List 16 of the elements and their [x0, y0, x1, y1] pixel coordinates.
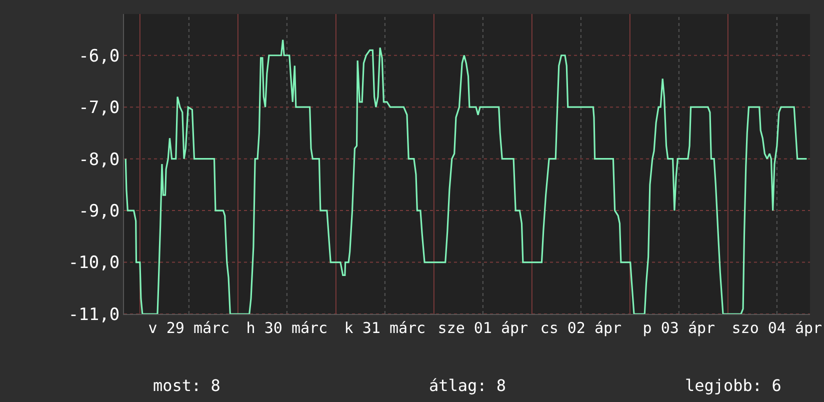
x-tick-label: p 03 ápr — [642, 319, 716, 337]
text: átlag: 8 — [429, 376, 506, 395]
x-tick-label: v 29 márc — [148, 319, 230, 337]
text: legjobb: 6 — [685, 376, 782, 395]
text: most: 8 — [153, 376, 220, 395]
y-tick-label: -8,0 — [78, 150, 120, 170]
y-tick-label: -7,0 — [78, 98, 120, 118]
x-tick-label: sze 01 ápr — [438, 319, 528, 337]
x-tick-label: k 31 márc — [344, 319, 426, 337]
y-tick-label: -10,0 — [68, 253, 120, 274]
x-tick-label: h 30 márc — [246, 319, 328, 337]
x-tick-label: cs 02 ápr — [540, 319, 622, 337]
y-tick-label: -11,0 — [68, 304, 120, 325]
x-tick-label: szo 04 ápr — [732, 319, 822, 337]
y-tick-label: -6,0 — [78, 46, 120, 66]
y-tick-label: -9,0 — [78, 202, 120, 222]
